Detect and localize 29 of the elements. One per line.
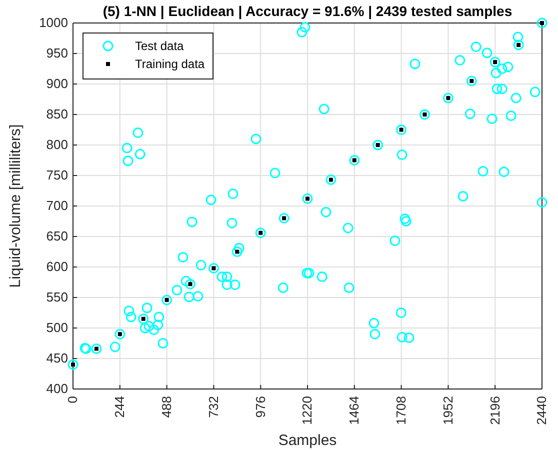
chart-title: (5) 1-NN | Euclidean | Accuracy = 91.6% | 2439 tested samples bbox=[102, 3, 512, 20]
x-tick-label: 1708 bbox=[393, 396, 408, 425]
x-tick-label: 0 bbox=[65, 396, 80, 404]
y-tick-label: 700 bbox=[46, 198, 68, 214]
legend-label: Test data bbox=[135, 39, 184, 53]
x-tick-label: 2196 bbox=[487, 396, 502, 425]
y-tick-label: 500 bbox=[46, 320, 68, 336]
y-axis-title: Liquid-volume [milliliters] bbox=[7, 124, 24, 288]
y-tick-label: 550 bbox=[46, 290, 68, 305]
y-tick-label: 800 bbox=[46, 137, 68, 152]
y-tick-label: 400 bbox=[46, 381, 68, 396]
y-tick-label: 950 bbox=[46, 46, 68, 61]
y-tick-label: 450 bbox=[46, 350, 68, 366]
x-tick-label: 2440 bbox=[534, 396, 550, 425]
y-tick-label: 900 bbox=[46, 76, 68, 92]
y-tick-label: 750 bbox=[46, 168, 68, 183]
x-tick-label: 1220 bbox=[300, 396, 315, 425]
y-tick-label: 600 bbox=[46, 259, 68, 274]
y-tick-label: 1000 bbox=[39, 15, 68, 30]
y-tick-label: 850 bbox=[46, 106, 68, 122]
x-tick-label: 244 bbox=[112, 396, 128, 418]
x-tick-label: 976 bbox=[252, 396, 268, 418]
y-tick-label: 650 bbox=[46, 228, 68, 244]
x-tick-label: 1952 bbox=[440, 396, 456, 425]
x-tick-label: 488 bbox=[158, 396, 174, 418]
x-tick-label: 732 bbox=[206, 396, 221, 418]
x-tick-label: 1464 bbox=[346, 396, 362, 425]
x-axis-title: Samples bbox=[278, 432, 337, 449]
legend-label: Training data bbox=[135, 57, 205, 71]
